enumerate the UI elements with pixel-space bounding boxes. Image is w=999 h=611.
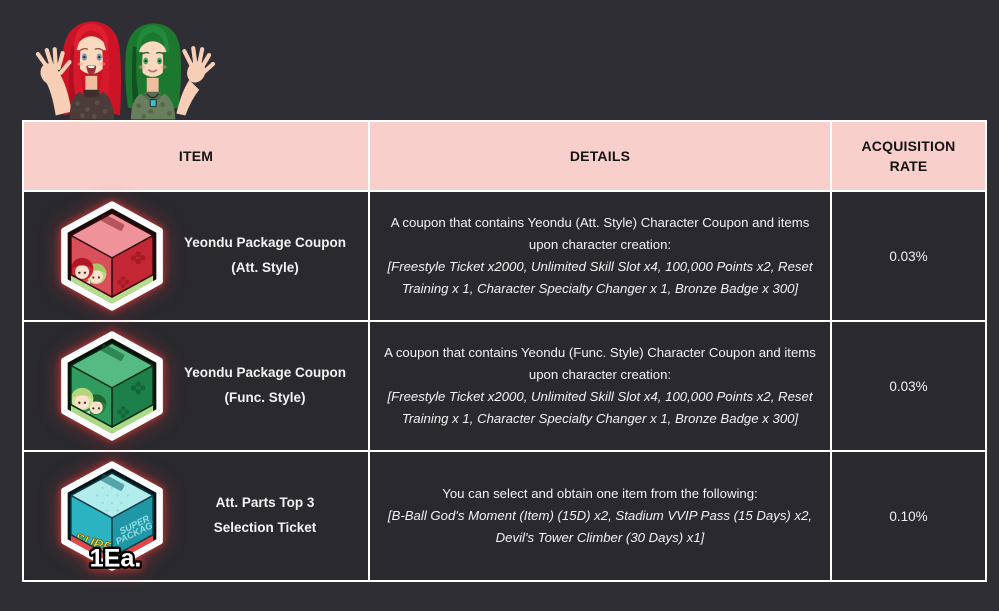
acquisition-rate-value: 0.10%: [832, 452, 985, 580]
column-header-details: DETAILS: [370, 122, 830, 190]
quantity-badge: 1Ea.: [90, 544, 142, 572]
super-package-cube-icon: SUPER SUPER PACKAGE 1Ea.: [56, 460, 168, 575]
table-row-item-func-style: Yeondu Package Coupon (Func. Style): [24, 322, 368, 450]
item-details: A coupon that contains Yeondu (Func. Sty…: [370, 322, 830, 450]
acquisition-rate-value: 0.03%: [832, 192, 985, 320]
acquisition-rate-table: ITEM DETAILS ACQUISITION RATE: [22, 120, 987, 582]
acquisition-rate-value: 0.03%: [832, 322, 985, 450]
green-hair-girl: [125, 23, 216, 120]
item-name: Yeondu Package Coupon (Att. Style): [183, 235, 347, 275]
item-details: A coupon that contains Yeondu (Att. Styl…: [370, 192, 830, 320]
red-hair-girl: [35, 21, 122, 120]
column-header-item: ITEM: [24, 122, 368, 190]
item-name: Yeondu Package Coupon (Func. Style): [183, 365, 347, 405]
green-package-cube-icon: [56, 330, 168, 442]
column-header-acquisition-rate: ACQUISITION RATE: [832, 122, 985, 190]
table-row-item-selection-ticket: SUPER SUPER PACKAGE 1Ea. Att. Parts Top …: [24, 452, 368, 580]
item-details: You can select and obtain one item from …: [370, 452, 830, 580]
red-package-cube-icon: [56, 200, 168, 312]
item-name: Att. Parts Top 3 Selection Ticket: [213, 495, 317, 535]
table-row-item-att-style: Yeondu Package Coupon (Att. Style): [24, 192, 368, 320]
yeondu-characters-illustration: [28, 6, 216, 120]
